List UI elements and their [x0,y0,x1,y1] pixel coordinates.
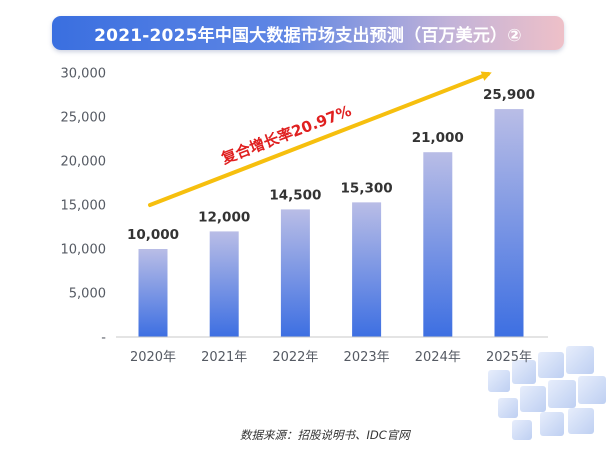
bar-value-label: 12,000 [198,209,250,225]
bar [352,202,382,337]
bar [138,249,168,337]
x-tick-label: 2024年 [415,350,461,365]
y-tick-label: 10,000 [61,243,107,258]
x-tick-label: 2023年 [344,350,390,365]
y-tick-label: 30,000 [61,67,107,82]
bars: 10,000 12,000 14,500 15,300 21,000 25,900 [127,87,535,337]
bar [423,152,453,337]
title-banner: 2021-2025年中国大数据市场支出预测（百万美元）② [52,16,564,50]
y-tick-label: - [101,331,106,346]
bar-value-label: 14,500 [269,187,321,203]
x-tick-label: 2020年 [130,350,176,365]
y-tick-label: 20,000 [61,155,107,170]
bar [209,231,239,337]
bar-value-label: 10,000 [127,227,179,243]
bar-value-label: 15,300 [341,180,393,196]
y-tick-label: 25,000 [61,111,107,126]
growth-arrow [148,71,492,207]
bar [494,109,524,337]
x-tick-label: 2022年 [272,350,318,365]
y-axis: - 5,000 10,000 15,000 20,000 25,000 30,000 [61,67,107,346]
bar [280,209,310,337]
y-tick-label: 5,000 [69,287,106,302]
x-tick-label: 2025年 [486,350,532,365]
source-note: 数据来源：招股说明书、IDC官网 [240,428,410,442]
y-tick-label: 15,000 [61,199,107,214]
bar-value-label: 21,000 [412,130,464,146]
x-tick-label: 2021年 [201,350,247,365]
chart-title: 2021-2025年中国大数据市场支出预测（百万美元）② [94,25,522,46]
x-axis: 2020年 2021年 2022年 2023年 2024年 2025年 [116,336,548,365]
bar-value-label: 25,900 [483,87,535,103]
decorative-cubes-icon [488,346,606,440]
